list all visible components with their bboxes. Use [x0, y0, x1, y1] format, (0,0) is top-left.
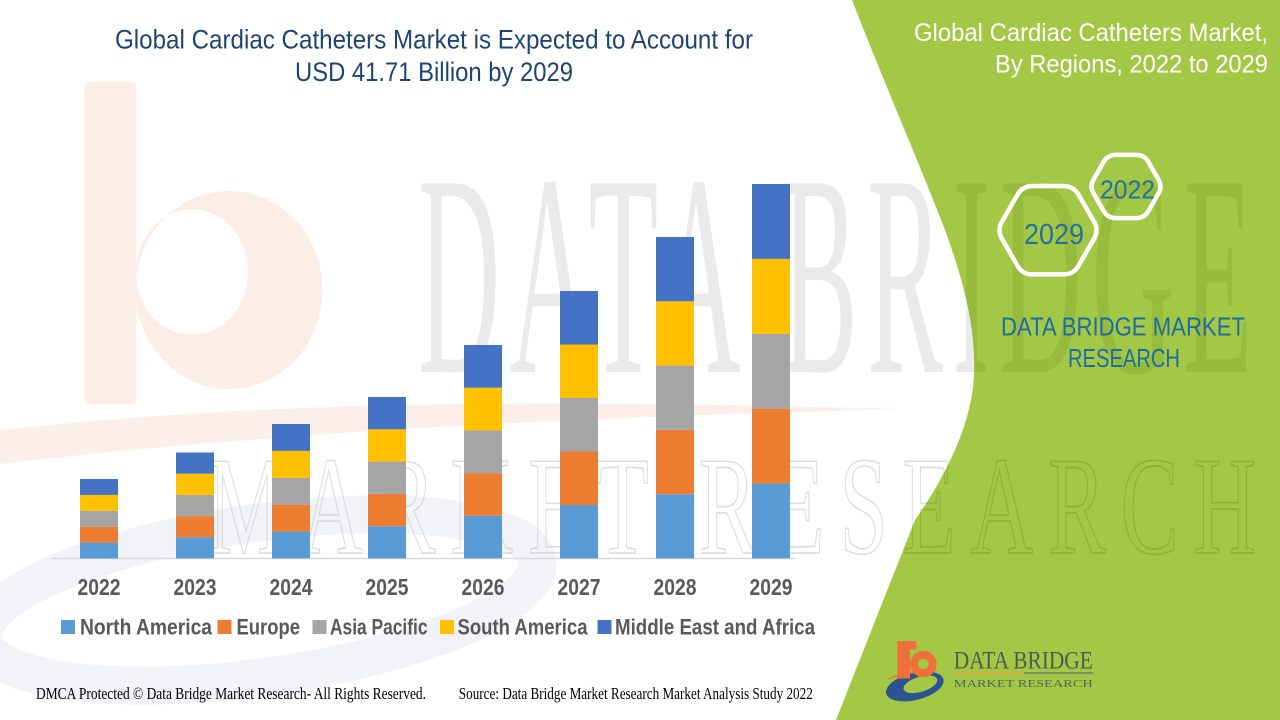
svg-text:2028: 2028 [654, 574, 697, 600]
svg-text:2025: 2025 [366, 574, 409, 600]
svg-text:Asia Pacific: Asia Pacific [330, 615, 428, 640]
svg-text:North America: North America [80, 615, 212, 640]
svg-text:2027: 2027 [558, 574, 601, 600]
svg-text:Middle East and Africa: Middle East and Africa [615, 615, 815, 640]
svg-text:Global Cardiac Catheters Marke: Global Cardiac Catheters Market is Expec… [115, 25, 753, 55]
svg-text:2022: 2022 [1100, 175, 1155, 205]
svg-text:Global Cardiac Catheters Marke: Global Cardiac Catheters Market, [914, 19, 1268, 47]
svg-text:Source: Data Bridge Market Res: Source: Data Bridge Market Research Mark… [459, 684, 813, 703]
svg-text:RESEARCH: RESEARCH [1068, 343, 1180, 373]
svg-text:2022: 2022 [78, 574, 121, 600]
svg-text:By Regions, 2022 to 2029: By Regions, 2022 to 2029 [995, 51, 1268, 79]
svg-text:MARKET RESEARCH: MARKET RESEARCH [954, 679, 1094, 690]
svg-text:2024: 2024 [270, 574, 313, 600]
svg-text:2026: 2026 [462, 574, 505, 600]
svg-text:2029: 2029 [1024, 219, 1084, 251]
svg-text:DATA BRIDGE: DATA BRIDGE [954, 648, 1093, 675]
svg-text:DATA BRIDGE MARKET: DATA BRIDGE MARKET [1001, 312, 1245, 342]
svg-text:DMCA Protected © Data Bridge M: DMCA Protected © Data Bridge Market Rese… [36, 684, 426, 703]
svg-text:South America: South America [458, 615, 588, 640]
svg-text:Europe: Europe [237, 615, 301, 640]
svg-text:USD 41.71 Billion by 2029: USD 41.71 Billion by 2029 [295, 57, 573, 87]
svg-text:2023: 2023 [174, 574, 217, 600]
svg-text:2029: 2029 [750, 574, 793, 600]
